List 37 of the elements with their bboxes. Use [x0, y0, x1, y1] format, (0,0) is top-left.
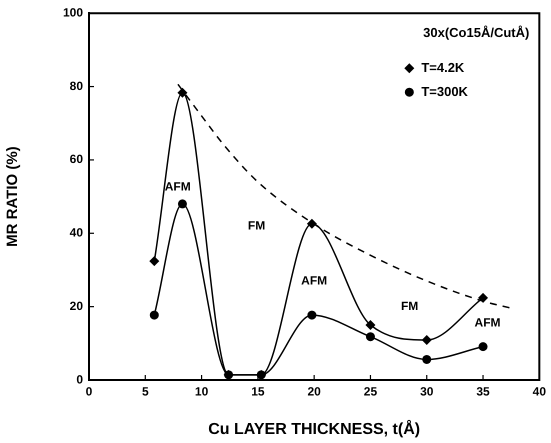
legend-label: T=300K	[421, 84, 469, 99]
x-tick-label: 35	[476, 384, 490, 399]
y-tick-label: 60	[70, 152, 84, 166]
point	[150, 310, 159, 320]
annotation: FM	[400, 298, 418, 313]
x-tick-label: 30	[420, 384, 434, 399]
x-tick-label: 25	[364, 384, 378, 399]
y-tick-label: 80	[70, 78, 84, 93]
x-tick-label: 0	[86, 384, 93, 399]
point	[365, 320, 376, 330]
annotation: AFM	[474, 315, 501, 330]
y-axis-title: MR RATIO (%)	[4, 146, 22, 247]
x-axis-title: Cu LAYER THICKNESS, t(Å)	[208, 418, 420, 438]
point	[177, 88, 188, 98]
y-tick-label: 40	[70, 226, 84, 240]
annotation: AFM	[301, 273, 328, 288]
x-tick-label: 40	[532, 384, 546, 399]
point	[478, 292, 488, 303]
y-tick-label: 100	[62, 6, 84, 20]
point	[178, 199, 187, 208]
x-tick-label: 20	[307, 384, 322, 399]
y-tick-label: 0	[76, 372, 84, 386]
annotation: 30x(Co15Å/CutÅ)	[423, 24, 530, 40]
legend-label: T=4.2K	[421, 60, 465, 75]
annotation: AFM	[164, 180, 191, 194]
annotation: FM	[248, 218, 266, 232]
x-tick-label: 5	[142, 384, 149, 399]
point	[422, 354, 432, 364]
point	[478, 342, 488, 352]
y-tick-label: 20	[70, 298, 84, 313]
x-tick-label: 10	[194, 384, 209, 399]
point	[422, 335, 432, 346]
point	[149, 256, 160, 266]
point	[307, 310, 316, 320]
x-tick-label: 15	[251, 384, 265, 399]
point	[366, 332, 375, 342]
point	[306, 218, 317, 229]
